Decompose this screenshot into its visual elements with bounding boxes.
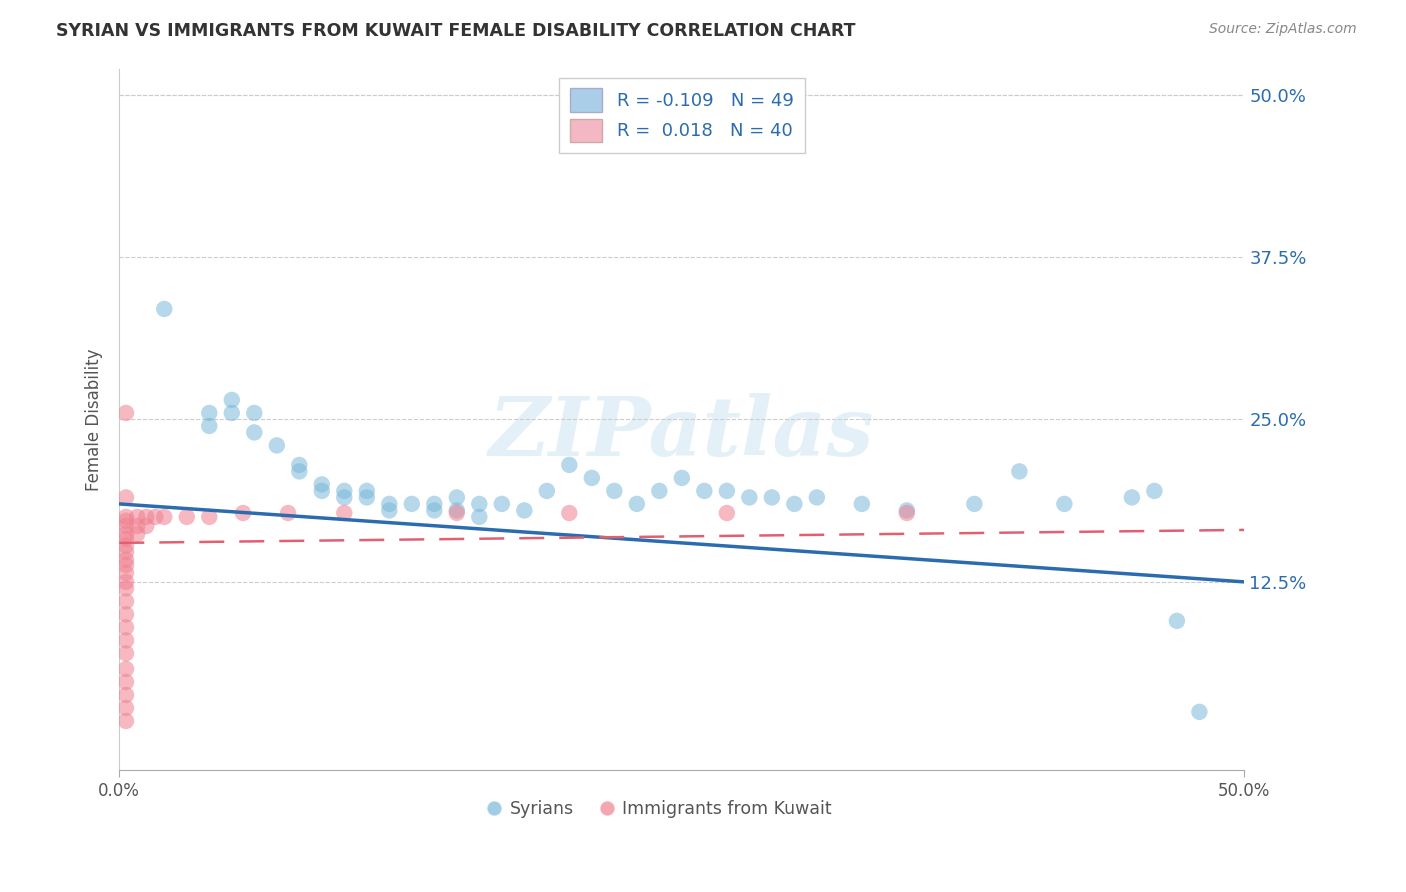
Point [333, 483, 356, 498]
Point [115, 701, 138, 715]
Point [288, 464, 311, 478]
Point [1053, 497, 1076, 511]
Point [851, 497, 873, 511]
Point [738, 491, 761, 505]
Point [221, 392, 243, 407]
Point [513, 503, 536, 517]
Point [198, 419, 221, 434]
Point [115, 545, 138, 559]
Point [491, 497, 513, 511]
Point [536, 483, 558, 498]
Point [333, 491, 356, 505]
Point [356, 483, 378, 498]
Point [135, 519, 157, 533]
Point [378, 503, 401, 517]
Text: SYRIAN VS IMMIGRANTS FROM KUWAIT FEMALE DISABILITY CORRELATION CHART: SYRIAN VS IMMIGRANTS FROM KUWAIT FEMALE … [56, 22, 856, 40]
Point [143, 509, 166, 524]
Point [761, 491, 783, 505]
Point [581, 471, 603, 485]
Point [716, 483, 738, 498]
Text: Source: ZipAtlas.com: Source: ZipAtlas.com [1209, 22, 1357, 37]
Point [115, 662, 138, 676]
Point [115, 633, 138, 648]
Point [243, 425, 266, 440]
Point [1166, 614, 1188, 628]
Point [1143, 483, 1166, 498]
Point [243, 406, 266, 420]
Point [115, 582, 138, 596]
Point [716, 506, 738, 520]
Point [115, 594, 138, 608]
Point [896, 506, 918, 520]
Point [693, 483, 716, 498]
Point [115, 675, 138, 690]
Point [115, 406, 138, 420]
Point [896, 503, 918, 517]
Point [806, 491, 828, 505]
Point [115, 558, 138, 572]
Point [446, 491, 468, 505]
Point [127, 509, 149, 524]
Legend: Syrians, Immigrants from Kuwait: Syrians, Immigrants from Kuwait [479, 793, 839, 825]
Point [115, 714, 138, 728]
Point [153, 509, 176, 524]
Point [1008, 464, 1031, 478]
Point [115, 514, 138, 528]
Point [446, 503, 468, 517]
Text: ZIPatlas: ZIPatlas [489, 393, 875, 474]
Point [198, 406, 221, 420]
Point [115, 519, 138, 533]
Point [446, 506, 468, 520]
Point [115, 539, 138, 553]
Point [558, 506, 581, 520]
Point [783, 497, 806, 511]
Point [1188, 705, 1211, 719]
Point [127, 519, 149, 533]
Point [115, 646, 138, 660]
Point [115, 532, 138, 546]
Point [115, 553, 138, 567]
Point [468, 497, 491, 511]
Point [115, 491, 138, 505]
Point [558, 458, 581, 472]
Point [401, 497, 423, 511]
Point [153, 301, 176, 316]
Point [176, 509, 198, 524]
Point [311, 477, 333, 491]
Point [232, 506, 254, 520]
Point [356, 491, 378, 505]
Point [423, 503, 446, 517]
Point [135, 509, 157, 524]
Point [115, 620, 138, 634]
Point [115, 566, 138, 580]
Point [963, 497, 986, 511]
Point [266, 438, 288, 452]
Point [468, 509, 491, 524]
Point [115, 509, 138, 524]
Point [378, 497, 401, 511]
Point [333, 506, 356, 520]
Point [115, 688, 138, 702]
Point [671, 471, 693, 485]
Point [115, 607, 138, 622]
Point [288, 458, 311, 472]
Point [648, 483, 671, 498]
Point [626, 497, 648, 511]
Point [311, 483, 333, 498]
Point [115, 526, 138, 541]
Point [1121, 491, 1143, 505]
Point [198, 509, 221, 524]
Y-axis label: Female Disability: Female Disability [86, 348, 103, 491]
Point [115, 574, 138, 589]
Point [127, 526, 149, 541]
Point [221, 406, 243, 420]
Point [423, 497, 446, 511]
Point [277, 506, 299, 520]
Point [603, 483, 626, 498]
